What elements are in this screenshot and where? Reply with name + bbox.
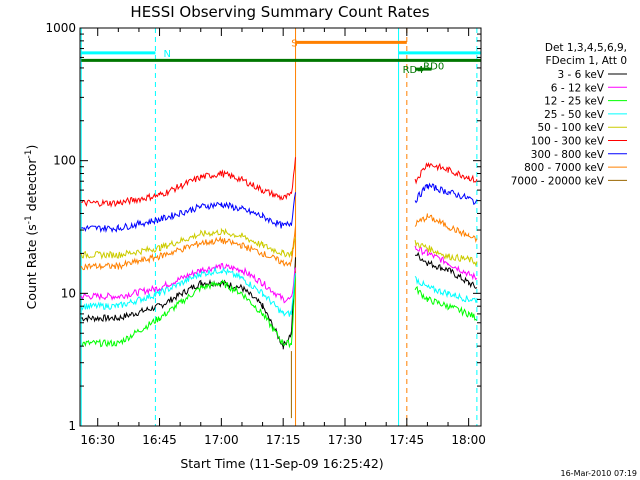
x-axis-label: Start Time (11-Sep-09 16:25:42) [180,456,383,471]
series-line-7-1 [414,213,478,244]
legend-label-4: 50 - 100 keV [537,122,604,134]
legend-label-7: 800 - 7000 keV [524,162,605,174]
flag-label-4: RD0 [423,62,444,73]
series-line-2-0 [81,273,296,349]
series-line-6-1 [414,182,478,205]
legend-label-8: 7000 - 20000 keV [511,175,605,187]
series-line-1-1 [414,245,478,281]
x-tick-label-3: 17:15 [266,433,301,447]
x-tick-label-6: 18:00 [451,433,486,447]
y-axis: 1 10 100 1000 [45,21,481,433]
y-axis-label-sup2: -1 [24,150,34,159]
flag-label-1: S [291,38,297,49]
y-axis-label-mid: detector [24,158,39,216]
y-axis-label-main: Count Rate (s [24,224,39,309]
legend-header-2: FDecim 1, Att 0 [546,55,627,67]
x-tick-label-4: 17:30 [328,433,363,447]
legend-label-0: 3 - 6 keV [557,69,604,81]
y-axis-label-sup: -1 [24,215,34,224]
plot-frame [79,27,482,427]
x-tick-label-1: 16:45 [142,433,177,447]
legend-label-6: 300 - 800 keV [531,149,605,161]
series-line-4-0 [80,227,296,260]
timestamp: 16-Mar-2010 07:19 [561,469,638,478]
series-line-4-1 [414,240,478,267]
x-tick-label-0: 16:30 [80,433,115,447]
x-tick-label-2: 17:00 [204,433,239,447]
series-line-3-1 [414,275,478,304]
series-line-7-0 [80,225,296,271]
y-tick-label-1: 10 [61,286,76,300]
y-tick-label-3: 1000 [45,21,76,35]
legend-label-2: 12 - 25 keV [544,96,605,108]
y-axis-label-end: ) [24,145,39,150]
series-line-5-0 [81,157,296,208]
series-line-0-1 [414,251,478,289]
series-line-3-0 [80,266,296,317]
x-tick-label-5: 17:45 [390,433,425,447]
flag-label-3: RD4 [403,65,424,76]
y-tick-label-2: 100 [53,154,76,168]
series-line-5-1 [414,162,478,185]
legend-label-1: 6 - 12 keV [551,82,605,94]
x-axis: 16:30 16:45 17:00 17:15 17:30 17:45 18:00 [80,28,486,447]
series-line-1-0 [80,262,296,304]
chart-title: HESSI Observing Summary Count Rates [130,3,429,21]
series-line-6-0 [80,192,296,234]
legend: Det 1,3,4,5,6,9, FDecim 1, Att 0 3 - 6 k… [511,42,627,187]
y-tick-label-0: 1 [68,419,76,433]
legend-header-1: Det 1,3,4,5,6,9, [545,42,627,54]
flag-label-0: N [164,49,171,60]
series-line-2-1 [414,285,478,321]
series-line-0-0 [81,257,296,350]
y-axis-label: Count Rate (s-1 detector-1) [24,145,39,310]
legend-label-3: 25 - 50 keV [544,109,605,121]
legend-label-5: 100 - 300 keV [531,136,605,148]
